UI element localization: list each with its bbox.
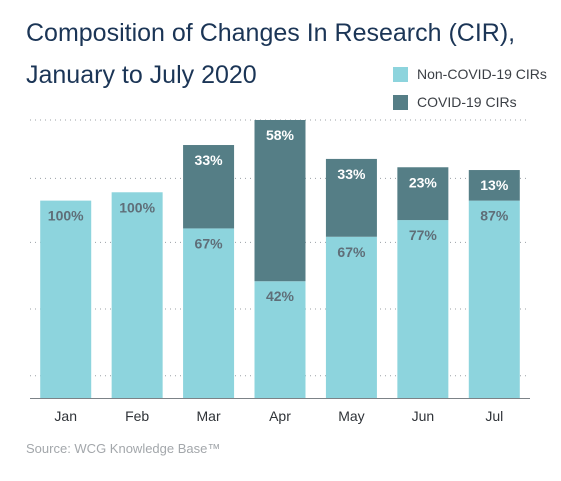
bar-apr-non-covid — [254, 281, 306, 398]
value-label-apr-covid: 58% — [266, 127, 295, 143]
value-label-mar-non-covid: 67% — [195, 235, 224, 251]
bar-jul-non-covid — [468, 200, 520, 398]
x-tick-label-feb: Feb — [125, 408, 149, 424]
value-label-mar-covid: 33% — [195, 152, 224, 168]
chart-legend: Non-COVID-19 CIRs COVID-19 CIRs — [393, 64, 547, 120]
value-label-jun-covid: 23% — [409, 174, 438, 190]
legend-swatch-covid — [393, 94, 408, 110]
legend-swatch-non-covid — [393, 66, 408, 82]
x-tick-label-may: May — [338, 408, 364, 424]
bar-may-covid — [325, 158, 377, 237]
chart-title-line-1: Composition of Changes In Research (CIR)… — [26, 19, 516, 47]
legend-label-non-covid: Non-COVID-19 CIRs — [417, 66, 547, 82]
value-label-jul-non-covid: 87% — [480, 208, 509, 224]
bar-apr-covid — [254, 120, 306, 282]
value-label-jul-covid: 13% — [480, 177, 509, 193]
x-tick-label-jun: Jun — [412, 408, 435, 424]
bar-jan-non-covid — [40, 200, 92, 398]
bar-jun-covid — [397, 167, 449, 221]
bar-mar-non-covid — [183, 228, 235, 398]
legend-item-covid: COVID-19 CIRs — [393, 92, 547, 112]
value-label-jan-non-covid: 100% — [48, 208, 84, 224]
x-tick-label-apr: Apr — [269, 408, 291, 424]
bar-mar-covid — [183, 145, 235, 229]
x-tick-label-mar: Mar — [197, 408, 221, 424]
x-tick-label-jul: Jul — [485, 408, 503, 424]
legend-label-covid: COVID-19 CIRs — [417, 94, 517, 110]
bar-jun-non-covid — [397, 220, 449, 398]
legend-item-non-covid: Non-COVID-19 CIRs — [393, 64, 547, 84]
source-note: Source: WCG Knowledge Base™ — [26, 441, 221, 456]
x-tick-label-jan: Jan — [54, 408, 77, 424]
value-label-may-non-covid: 67% — [337, 244, 366, 260]
value-label-jun-non-covid: 77% — [409, 227, 438, 243]
value-label-apr-non-covid: 42% — [266, 288, 295, 304]
bar-may-non-covid — [325, 236, 377, 398]
bar-jul-covid — [468, 170, 520, 201]
chart-title: Composition of Changes In Research (CIR)… — [26, 12, 515, 96]
value-label-feb-non-covid: 100% — [119, 199, 155, 215]
bar-feb-non-covid — [111, 192, 163, 398]
chart-title-line-2: January to July 2020 — [26, 61, 257, 89]
value-label-may-covid: 33% — [337, 166, 366, 182]
